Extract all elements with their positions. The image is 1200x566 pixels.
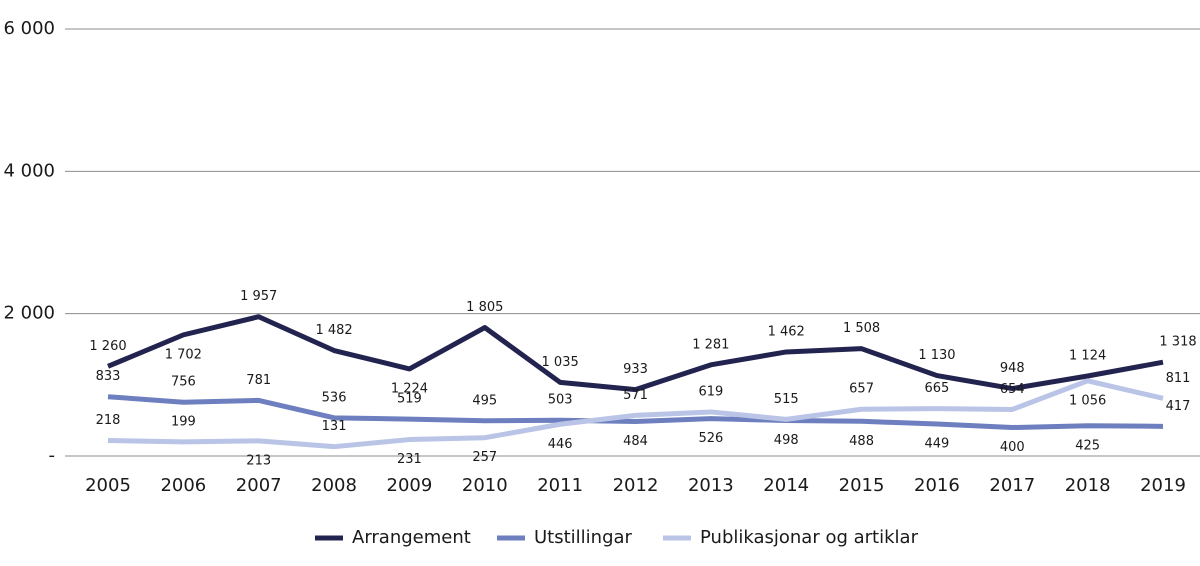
legend-label: Utstillingar — [534, 527, 633, 548]
x-tick-label: 2010 — [462, 475, 508, 496]
data-label: 1 260 — [89, 339, 126, 354]
x-tick-label: 2014 — [763, 475, 809, 496]
data-label: 1 281 — [692, 337, 729, 352]
series-line — [107, 378, 1164, 450]
data-label: 218 — [96, 413, 121, 428]
x-tick-label: 2008 — [311, 475, 357, 496]
data-label: 446 — [548, 437, 573, 452]
legend-label: Arrangement — [352, 527, 471, 548]
data-label: 571 — [623, 388, 648, 403]
data-label: 400 — [1000, 440, 1025, 455]
y-tick-label: 4 000 — [3, 160, 55, 181]
data-label: 781 — [246, 373, 271, 388]
data-label: 199 — [171, 414, 196, 429]
data-label: 1 056 — [1069, 393, 1106, 408]
legend-label: Publikasjonar og artiklar — [700, 527, 919, 548]
data-label: 449 — [925, 437, 950, 452]
data-label: 811 — [1166, 371, 1191, 386]
data-label: 1 130 — [918, 348, 955, 363]
data-label: 417 — [1166, 399, 1191, 414]
data-label: 1 035 — [542, 355, 579, 370]
data-label: 948 — [1000, 361, 1025, 376]
data-label: 526 — [698, 431, 723, 446]
x-tick-label: 2007 — [236, 475, 282, 496]
data-label: 1 124 — [1069, 349, 1106, 364]
data-label: 488 — [849, 434, 874, 449]
data-label: 756 — [171, 375, 196, 390]
data-label: 1 508 — [843, 321, 880, 336]
x-tick-label: 2019 — [1140, 475, 1186, 496]
x-tick-label: 2012 — [613, 475, 659, 496]
data-label: 536 — [322, 390, 347, 405]
x-tick-label: 2018 — [1065, 475, 1111, 496]
data-label: 1 957 — [240, 289, 277, 304]
data-label: 1 462 — [768, 324, 805, 339]
x-tick-label: 2013 — [688, 475, 734, 496]
x-tick-label: 2015 — [839, 475, 885, 496]
data-label: 495 — [472, 393, 497, 408]
data-label: 257 — [472, 450, 497, 465]
data-label: 484 — [623, 434, 648, 449]
data-label: 425 — [1075, 438, 1100, 453]
data-label: 498 — [774, 433, 799, 448]
data-label: 213 — [246, 453, 271, 468]
y-tick-label: 2 000 — [3, 303, 55, 324]
x-tick-label: 2016 — [914, 475, 960, 496]
y-tick-label: 6 000 — [3, 18, 55, 39]
data-label: 665 — [925, 381, 950, 396]
data-label: 1 224 — [391, 381, 428, 396]
data-label: 657 — [849, 382, 874, 397]
series-line — [107, 314, 1164, 393]
data-label: 1 702 — [165, 347, 202, 362]
x-tick-label: 2017 — [989, 475, 1035, 496]
data-label: 515 — [774, 392, 799, 407]
data-label: 933 — [623, 362, 648, 377]
x-tick-label: 2005 — [85, 475, 131, 496]
series-line — [107, 394, 1164, 431]
data-label: 1 482 — [315, 323, 352, 338]
data-label: 654 — [1000, 382, 1025, 397]
y-tick-label: - — [49, 445, 56, 466]
data-label: 503 — [548, 393, 573, 408]
data-label: 519 — [397, 392, 422, 407]
data-label: 1 805 — [466, 300, 503, 315]
data-label: 131 — [322, 419, 347, 434]
data-label: 833 — [96, 369, 121, 384]
x-tick-label: 2009 — [387, 475, 433, 496]
data-label: 1 318 — [1159, 335, 1196, 350]
data-label: 231 — [397, 452, 422, 467]
x-tick-label: 2011 — [537, 475, 583, 496]
data-label: 619 — [698, 384, 723, 399]
x-tick-label: 2006 — [160, 475, 206, 496]
